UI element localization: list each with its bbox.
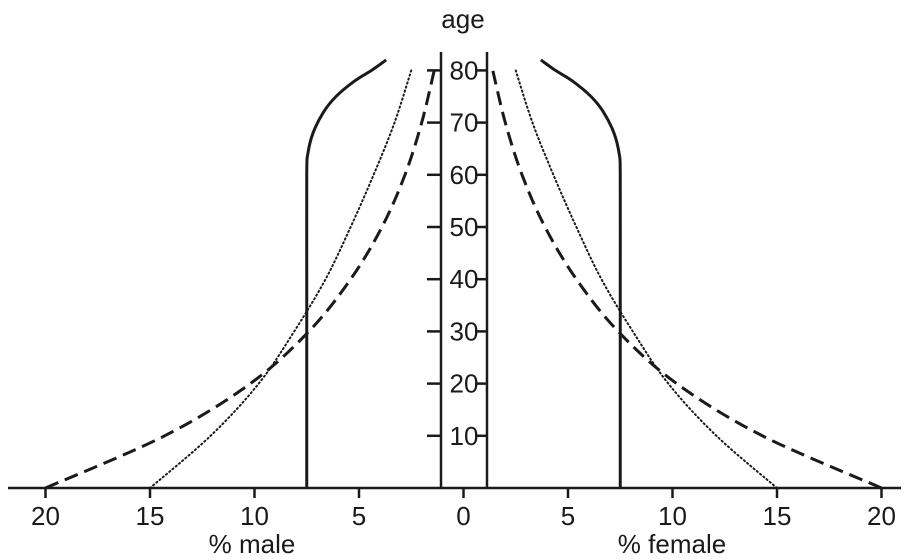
age-tick-label: 80 xyxy=(450,55,479,85)
female-axis-title: % female xyxy=(618,529,726,559)
series-solid-female-line xyxy=(539,58,622,488)
age-tick-label: 10 xyxy=(450,421,479,451)
x-tick-label: 10 xyxy=(240,501,269,531)
age-tick-label: 70 xyxy=(450,108,479,138)
series-dotted-female-line xyxy=(514,69,778,489)
age-tick-label: 40 xyxy=(450,264,479,294)
x-tick-label: 5 xyxy=(352,501,366,531)
age-tick-label: 60 xyxy=(450,160,479,190)
age-tick-label: 30 xyxy=(450,316,479,346)
x-tick-label: 20 xyxy=(31,501,60,531)
x-tick-label: 20 xyxy=(867,501,896,531)
series-dashed-male-line xyxy=(44,70,436,490)
age-tick-label: 50 xyxy=(450,212,479,242)
axes xyxy=(8,52,901,498)
x-tick-label: 15 xyxy=(136,501,165,531)
series-solid-male-line xyxy=(305,58,388,489)
age-axis-title: age xyxy=(441,4,484,34)
x-tick-label: 0 xyxy=(456,501,470,531)
age-tick-label: 20 xyxy=(450,369,479,399)
series-dashed-female-line xyxy=(491,70,883,490)
x-tick-label: 15 xyxy=(763,501,792,531)
male-axis-title: % male xyxy=(209,529,296,559)
series-dotted-male-line xyxy=(149,69,413,489)
x-tick-label: 10 xyxy=(658,501,687,531)
series-curves xyxy=(44,58,883,490)
x-tick-label: 5 xyxy=(561,501,575,531)
